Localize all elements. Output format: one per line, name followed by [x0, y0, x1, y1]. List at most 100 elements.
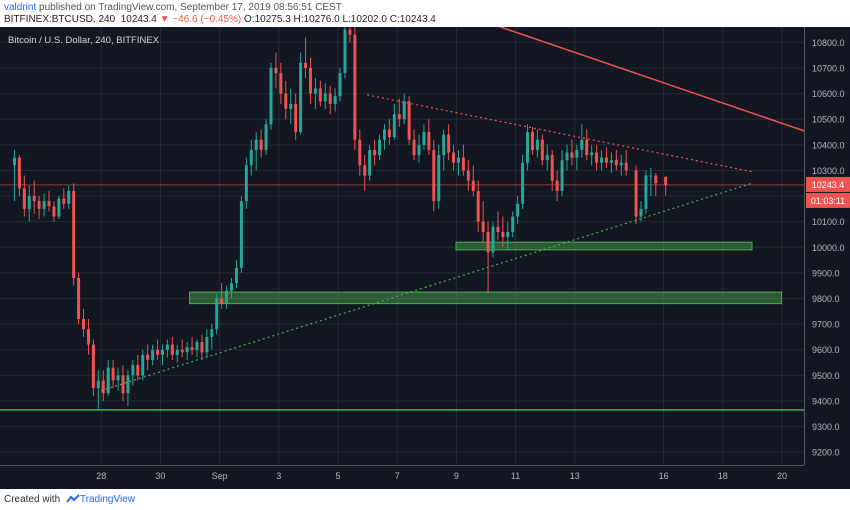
- candle-body: [397, 114, 401, 120]
- time-tick-label: 13: [570, 471, 580, 481]
- candle-body: [141, 354, 145, 376]
- candle-body: [116, 375, 120, 381]
- candle-body: [264, 124, 268, 150]
- price-change: ▼ −46.6 (−0.45%): [159, 14, 242, 25]
- candle-body: [624, 162, 628, 171]
- candle-body: [392, 114, 396, 138]
- candle-body: [639, 208, 643, 217]
- last-price-label: 10243.4: [812, 180, 845, 190]
- price-tick-label: 9300.0: [812, 422, 840, 432]
- candle-body: [521, 162, 525, 204]
- candle-body: [481, 221, 485, 232]
- trendline: [485, 21, 812, 135]
- chart-header: valdrint published on TradingView.com, S…: [0, 0, 850, 27]
- price-tick-label: 9800.0: [812, 294, 840, 304]
- candle-body: [343, 29, 347, 74]
- candle-body: [422, 132, 426, 145]
- candle-body: [27, 196, 31, 209]
- candle-body: [82, 319, 86, 330]
- candle-body: [358, 139, 362, 166]
- candle-body: [22, 188, 26, 209]
- price-tick-label: 9900.0: [812, 268, 840, 278]
- candle-body: [427, 132, 431, 150]
- candle-body: [654, 175, 658, 184]
- candle-body: [530, 132, 534, 150]
- created-with[interactable]: Created with TradingView: [4, 494, 135, 505]
- candle-body: [126, 375, 130, 394]
- candle-body: [535, 139, 539, 150]
- candle-body: [526, 132, 530, 163]
- candle-body: [190, 347, 194, 350]
- candle-body: [466, 170, 470, 181]
- candle-body: [496, 226, 500, 232]
- last-price: 10243.4: [120, 14, 157, 25]
- candle-body: [210, 329, 214, 337]
- candle-body: [62, 198, 66, 204]
- candle-body: [506, 231, 510, 238]
- candle-body: [225, 290, 229, 304]
- candle-body: [32, 196, 36, 202]
- price-labels: 10243.4 01:03:11: [806, 176, 850, 208]
- time-tick-label: 16: [659, 471, 669, 481]
- price-tick-label: 10300.0: [812, 166, 845, 176]
- candle-body: [259, 139, 263, 150]
- price-tick-label: 9500.0: [812, 371, 840, 381]
- candle-body: [249, 149, 253, 166]
- published-text: published on TradingView.com, September …: [39, 2, 342, 13]
- candle-body: [200, 342, 204, 353]
- candle-body: [170, 344, 174, 355]
- price-axis-bg: [804, 27, 850, 489]
- horizontal-lines: [0, 184, 804, 411]
- candle-body: [560, 160, 564, 191]
- candle-body: [111, 367, 115, 381]
- time-tick-label: Sep: [212, 471, 228, 481]
- grid: [0, 27, 804, 465]
- countdown-tag: [806, 192, 850, 208]
- candle-body: [476, 190, 480, 222]
- candle-body: [318, 88, 322, 102]
- candle-body: [609, 160, 613, 163]
- candle-body: [491, 226, 495, 253]
- candle-body: [274, 67, 278, 74]
- candle-body: [456, 157, 460, 163]
- candle-body: [215, 298, 219, 330]
- price-tick-label: 10700.0: [812, 63, 845, 73]
- candle-body: [230, 283, 234, 291]
- time-tick-label: 30: [155, 471, 165, 481]
- candle-body: [294, 103, 298, 133]
- candle-body: [269, 67, 273, 125]
- support-zones: [189, 241, 783, 305]
- candle-body: [348, 29, 352, 35]
- price-tick-label: 9200.0: [812, 448, 840, 458]
- candle-body: [304, 62, 308, 68]
- price-tick-label: 9600.0: [812, 345, 840, 355]
- time-tick-label: 11: [511, 471, 520, 481]
- candle-body: [106, 367, 110, 394]
- candle-body: [516, 203, 520, 217]
- price-tick-label: 9700.0: [812, 320, 840, 330]
- candle-body: [664, 176, 668, 185]
- candle-body: [565, 152, 569, 161]
- candle-body: [600, 157, 604, 163]
- candle-body: [323, 93, 327, 102]
- candle-body: [595, 152, 599, 163]
- candle-body: [442, 134, 446, 156]
- candle-body: [86, 329, 90, 345]
- time-tick-label: 18: [718, 471, 728, 481]
- axes: 10800.0 10700.0 10600.0 10500.0 10400.0 10300…: [0, 27, 850, 489]
- candle-body: [378, 139, 382, 156]
- chart-title: Bitcoin / U.S. Dollar, 240, BITFINEX: [8, 35, 160, 46]
- candle-body: [604, 157, 608, 163]
- chart-area[interactable]: Bitcoin / U.S. Dollar, 240, BITFINEX 108…: [0, 21, 850, 489]
- symbol-info: BITFINEX:BTCUSD, 240 10243.4 ▼ −46.6 (−0…: [4, 14, 436, 25]
- trendline: [100, 182, 753, 392]
- candle-body: [180, 349, 184, 353]
- publish-info: valdrint published on TradingView.com, S…: [4, 2, 342, 13]
- candle-body: [308, 67, 312, 94]
- price-chart[interactable]: Bitcoin / U.S. Dollar, 240, BITFINEX 108…: [0, 21, 850, 489]
- candle-body: [407, 101, 411, 140]
- candle-body: [644, 175, 648, 209]
- trendline: [367, 94, 753, 173]
- candle-body: [37, 201, 41, 209]
- author-name[interactable]: valdrint: [4, 2, 37, 13]
